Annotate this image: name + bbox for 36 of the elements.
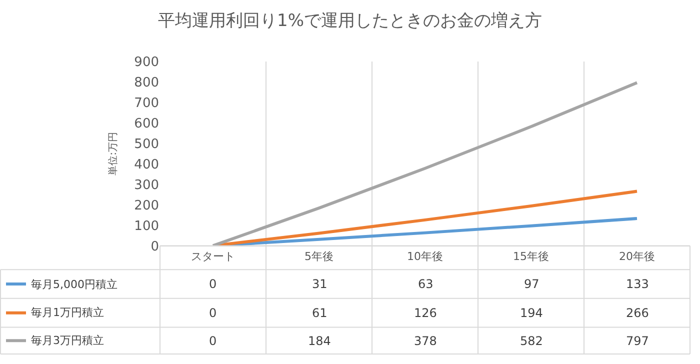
y-tick-label: 700: [134, 96, 159, 112]
x-tick-label: 15年後: [513, 250, 549, 263]
data-label: 797: [626, 334, 649, 348]
y-tick-label: 400: [134, 157, 159, 172]
data-label: 133: [626, 277, 649, 291]
data-label: 0: [209, 306, 217, 320]
y-tick-label: 800: [134, 76, 159, 91]
y-tick-label: 200: [134, 198, 159, 214]
data-label: 0: [209, 277, 217, 291]
legend-label: 毎月1万円積立: [31, 306, 104, 319]
y-axis-title: 単位:万円: [107, 132, 120, 176]
y-tick-label: 900: [134, 55, 159, 70]
data-label: 63: [418, 277, 434, 291]
y-tick-label: 500: [134, 136, 159, 152]
data-label: 184: [308, 334, 331, 348]
x-tick-label: 5年後: [304, 250, 334, 263]
chart-title: 平均運用利回り1%で運用したときのお金の増え方: [158, 10, 542, 31]
data-label: 378: [414, 334, 437, 348]
data-label: 61: [312, 306, 328, 320]
legend-label: 毎月5,000円積立: [31, 278, 118, 291]
x-tick-label: 10年後: [407, 250, 443, 263]
data-label: 582: [520, 334, 543, 348]
x-tick-label: スタート: [191, 250, 235, 263]
data-label: 31: [312, 277, 328, 291]
data-label: 266: [626, 306, 649, 320]
legend-label: 毎月3万円積立: [31, 334, 104, 347]
data-label: 0: [209, 334, 217, 348]
y-tick-label: 0: [150, 239, 159, 254]
x-tick-label: 20年後: [619, 250, 655, 263]
data-label: 126: [414, 306, 437, 320]
y-tick-label: 300: [134, 178, 159, 193]
data-label: 97: [524, 277, 540, 291]
data-label: 194: [520, 306, 543, 320]
y-tick-label: 100: [134, 218, 159, 234]
y-tick-label: 600: [134, 116, 159, 132]
line-series: [212, 81, 638, 246]
